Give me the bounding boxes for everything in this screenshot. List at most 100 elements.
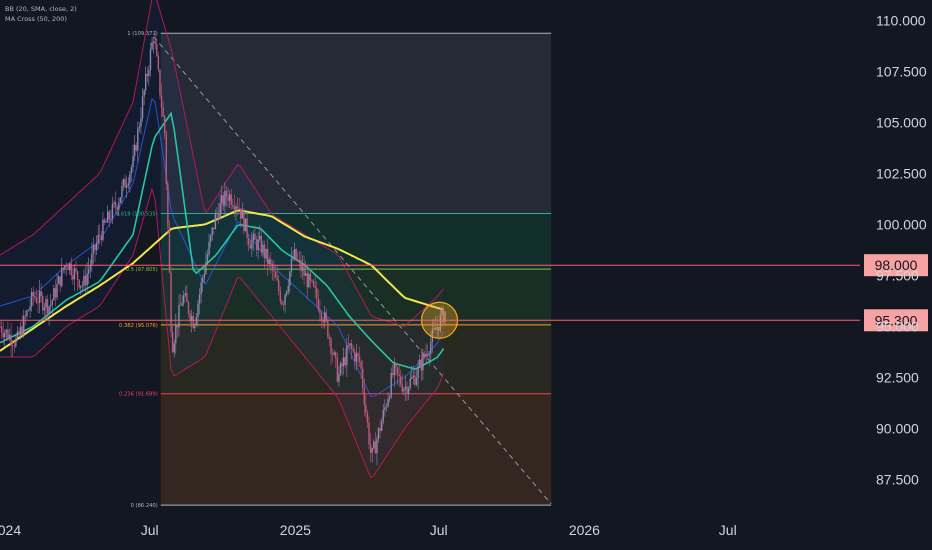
candle-body — [100, 235, 103, 240]
candle-body — [430, 341, 432, 355]
candle-body — [266, 248, 269, 264]
price-label-text: 95.300 — [875, 312, 918, 328]
candle-body — [67, 266, 69, 271]
candle-body — [401, 384, 403, 392]
trend-line[interactable] — [153, 36, 552, 505]
candle-body — [428, 354, 430, 356]
candle-body — [293, 248, 296, 259]
candle-body — [341, 363, 343, 367]
candle-body — [232, 204, 234, 207]
candle-body — [108, 211, 110, 220]
candle-body — [27, 310, 30, 311]
candle-body — [426, 353, 429, 356]
candle-body — [121, 185, 123, 198]
candle-body — [425, 353, 427, 357]
fibonacci-retracement[interactable]: 1 (109.371)0.618 (100.535)0.5 (97.805)0.… — [116, 31, 552, 509]
candle-body — [38, 291, 41, 303]
candle-body — [219, 203, 221, 219]
candle-body — [304, 273, 307, 276]
candle-body — [119, 197, 122, 203]
candle-body — [138, 126, 141, 129]
candle-body — [441, 308, 443, 316]
time-axis[interactable]: 2024 Jul 2025 Jul 2026 Jul — [0, 522, 737, 538]
fib-level-label: 0.382 (95.076) — [119, 323, 158, 329]
candle-body — [238, 208, 240, 209]
candle-body — [422, 353, 424, 371]
candle-body — [51, 300, 53, 305]
candle-body — [228, 194, 231, 201]
y-tick-label: 87.500 — [876, 471, 919, 487]
candle-body — [222, 195, 225, 207]
candle-body — [97, 234, 99, 244]
price-label-box[interactable] — [864, 309, 928, 332]
candle-body — [76, 271, 79, 281]
candle-body — [404, 386, 407, 390]
candle-body — [434, 328, 437, 330]
price-label-box[interactable] — [864, 254, 928, 277]
candle-body — [387, 399, 389, 407]
candle-body — [65, 265, 68, 267]
candle-body — [54, 288, 57, 298]
candle-body — [132, 156, 134, 168]
candle-body — [284, 294, 286, 305]
candle-body — [320, 313, 323, 321]
bollinger-lower-line — [0, 187, 444, 479]
candle-body — [289, 271, 291, 286]
candle-body — [360, 361, 362, 369]
candle-body — [355, 353, 358, 362]
candle-body — [45, 299, 47, 308]
x-tick-label: Jul — [430, 522, 448, 538]
candle-body — [325, 312, 327, 320]
indicator-legend: BB (20, SMA, close, 2) MA Cross (50, 200… — [5, 4, 77, 24]
candle-body — [156, 44, 158, 56]
candle-body — [141, 96, 144, 119]
y-tick-label: 100.000 — [876, 216, 927, 232]
candle-body — [331, 353, 334, 355]
candle-body — [298, 259, 301, 261]
ma-cross-label[interactable]: MA Cross (50, 200) — [5, 15, 67, 23]
bollinger-basis-line — [0, 97, 444, 397]
candle-body — [23, 315, 25, 335]
candle-body — [111, 203, 114, 220]
x-tick-label: 2024 — [0, 522, 21, 538]
bollinger-bands-label[interactable]: BB (20, SMA, close, 2) — [5, 5, 77, 13]
price-axis[interactable]: 110.000 107.500 105.000 102.500 100.000 97.50… — [876, 12, 927, 487]
fib-zone-1 — [160, 33, 552, 214]
candle-body — [268, 259, 270, 264]
candle-body — [309, 273, 312, 281]
x-tick-label: 2026 — [569, 522, 600, 538]
candle-body — [216, 212, 218, 214]
candle-body — [167, 183, 169, 227]
candle-body — [246, 218, 248, 238]
candle-body — [393, 363, 396, 376]
candle-body — [16, 331, 19, 339]
candle-body — [203, 273, 206, 279]
candle-body — [316, 288, 318, 299]
candle-body — [236, 206, 239, 209]
candle-body — [281, 301, 283, 305]
x-tick-label: Jul — [719, 522, 737, 538]
candle-body — [10, 334, 12, 346]
candle-body — [154, 41, 156, 45]
candle-body — [252, 233, 255, 241]
candle-body — [186, 293, 188, 302]
x-tick-label: Jul — [141, 522, 159, 538]
candle-body — [327, 319, 329, 337]
candle-body — [433, 328, 435, 330]
candle-body — [195, 317, 198, 325]
trend-line-layer — [153, 36, 552, 505]
candle-body — [365, 404, 367, 413]
candle-body — [392, 372, 394, 376]
fib-zone-0.5 — [160, 269, 552, 325]
candle-body — [135, 144, 137, 151]
candle-body — [70, 263, 72, 276]
candle-body — [380, 421, 383, 431]
candle-body — [124, 179, 126, 188]
candle-body — [259, 235, 261, 240]
candle-body — [338, 373, 340, 382]
candle-body — [209, 235, 212, 242]
candle-body — [73, 268, 76, 280]
candle-body — [396, 367, 399, 374]
fib-level-label: 0.236 (91.699) — [119, 392, 158, 398]
